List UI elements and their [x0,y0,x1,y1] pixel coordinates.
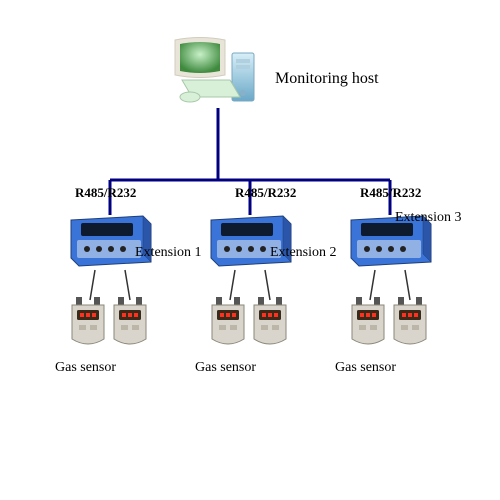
host-label: Monitoring host [275,70,379,88]
sensor-pair-2 [210,295,290,355]
sensor-label-2: Gas sensor [195,360,256,376]
sensor-label-1: Gas sensor [55,360,116,376]
topology-diagram: Monitoring host R485/R232 R485/R232 R485… [0,0,500,500]
ext-label-2: Extension 2 [270,245,337,261]
conn-label-1: R485/R232 [75,185,136,201]
sensor-label-3: Gas sensor [335,360,396,376]
conn-label-2: R485/R232 [235,185,296,201]
ext-label-3: Extension 3 [395,210,462,226]
sensor-pair-1 [70,295,150,355]
conn-label-3: R485/R232 [360,185,421,201]
sensor-pair-3 [350,295,430,355]
extension-node-1 [65,210,155,270]
monitoring-host [170,35,260,105]
extension-node-2 [205,210,295,270]
ext-label-1: Extension 1 [135,245,202,261]
